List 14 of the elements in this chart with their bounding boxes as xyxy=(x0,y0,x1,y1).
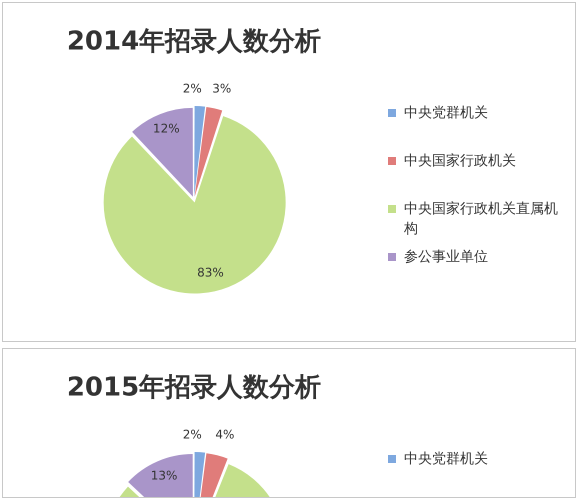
legend-label: 中央党群机关 xyxy=(404,104,488,123)
data-label: 4% xyxy=(215,428,234,442)
data-label: 2% xyxy=(182,428,202,442)
data-label: 13% xyxy=(150,468,178,483)
data-label: 2% xyxy=(182,82,202,96)
data-label: 3% xyxy=(212,82,232,96)
data-label: 83% xyxy=(197,265,224,280)
chart-title: 2015年招录人数分析 xyxy=(66,372,322,402)
legend-label: 中央国家行政机关直属机构 xyxy=(404,200,558,239)
legend-label: 参公事业单位 xyxy=(404,248,488,267)
data-label: 12% xyxy=(152,122,180,136)
legend-label: 中央党群机关 xyxy=(404,450,488,469)
legend-label: 中央国家行政机关 xyxy=(404,152,516,171)
chart-title: 2014年招录人数分析 xyxy=(66,26,322,56)
